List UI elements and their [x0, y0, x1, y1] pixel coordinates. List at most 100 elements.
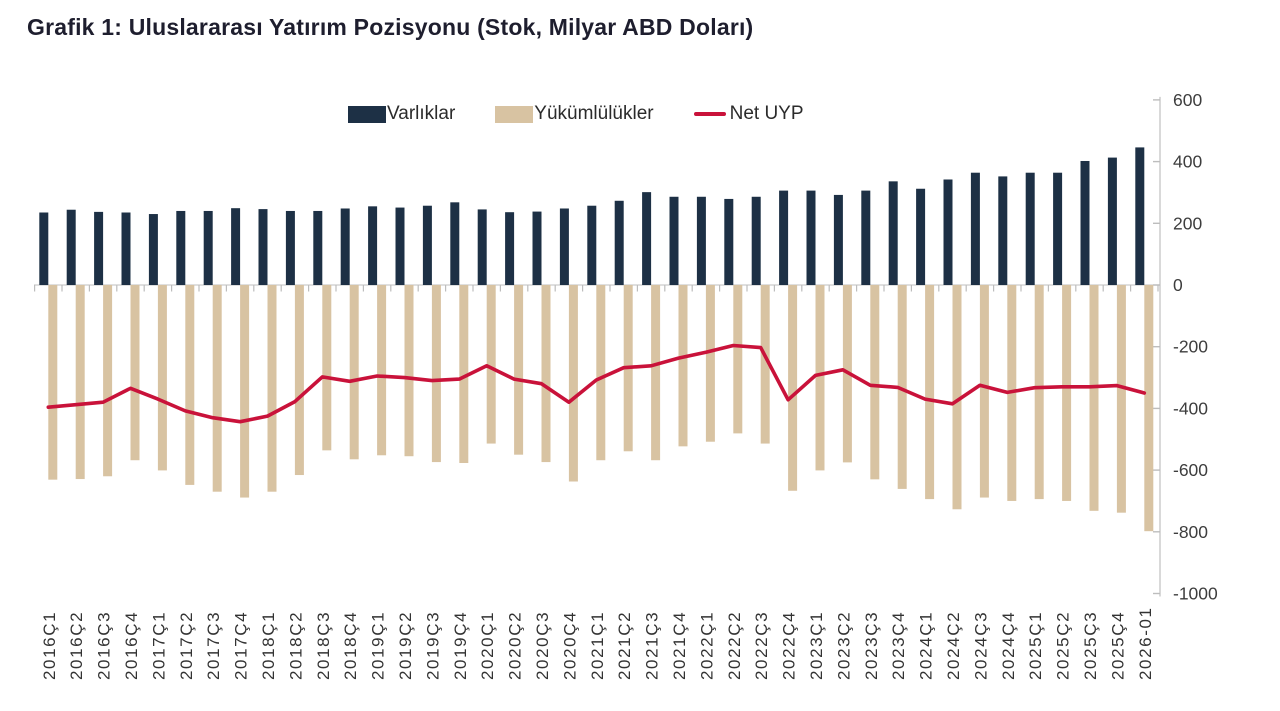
- asset-bar: [1025, 172, 1035, 285]
- liability-bar: [925, 285, 935, 500]
- asset-bar: [806, 190, 816, 285]
- asset-bar: [696, 196, 706, 285]
- x-axis-label: 2025Ç1: [1026, 611, 1045, 680]
- asset-bar: [66, 209, 76, 285]
- x-axis-label: 2017Ç1: [149, 611, 168, 680]
- liability-bar: [377, 285, 387, 456]
- x-axis-label: 2018Ç3: [314, 611, 333, 680]
- liability-bar: [75, 285, 85, 480]
- asset-bar: [559, 208, 569, 285]
- x-axis-label: 2023Ç1: [807, 611, 826, 680]
- liability-bar: [459, 285, 469, 464]
- x-axis-label: 2021Ç1: [588, 611, 607, 680]
- liability-bar: [760, 285, 770, 444]
- liability-bar: [1062, 285, 1072, 501]
- asset-bar: [148, 214, 158, 285]
- asset-bar: [779, 190, 789, 285]
- liability-bar: [870, 285, 880, 480]
- x-axis-label: 2023Ç4: [889, 611, 908, 680]
- asset-bar: [505, 212, 515, 285]
- x-axis-label: 2019Ç3: [423, 611, 442, 680]
- y-axis-label: 400: [1173, 152, 1202, 172]
- x-axis-label: 2017Ç2: [177, 611, 196, 680]
- x-axis-label: 2018Ç1: [259, 611, 278, 680]
- x-axis-label: 2022Ç3: [752, 611, 771, 680]
- x-axis-label: 2018Ç4: [341, 611, 360, 680]
- x-axis-label: 2023Ç2: [834, 611, 853, 680]
- liability-bar: [788, 285, 798, 491]
- x-axis-label: 2019Ç2: [396, 611, 415, 680]
- x-axis-label: 2025Ç4: [1108, 611, 1127, 680]
- liability-bar: [240, 285, 250, 498]
- x-axis-label: 2022Ç4: [780, 611, 799, 680]
- liability-bar: [294, 285, 304, 476]
- asset-bar: [39, 212, 49, 285]
- x-axis-label: 2018Ç2: [286, 611, 305, 680]
- x-axis-label: 2020Ç2: [506, 611, 525, 680]
- liability-bar: [1034, 285, 1044, 500]
- x-axis-label: 2022Ç2: [725, 611, 744, 680]
- liability-bar: [404, 285, 414, 457]
- x-axis-label: 2025Ç3: [1081, 611, 1100, 680]
- x-axis-label: 2024Ç4: [999, 611, 1018, 680]
- asset-bar: [450, 202, 460, 285]
- y-axis-label: 200: [1173, 213, 1202, 233]
- legend-item-liabilities: Yükümlülükler: [495, 103, 654, 125]
- y-axis-label: -600: [1173, 460, 1208, 480]
- asset-bar: [724, 198, 734, 285]
- x-axis-label: 2024Ç1: [917, 611, 936, 680]
- x-axis-label: 2016Ç3: [95, 611, 114, 680]
- liability-bar: [678, 285, 688, 447]
- net-uyp-line: [46, 343, 1147, 424]
- liability-bar: [979, 285, 989, 498]
- x-axis-label: 2020Ç3: [533, 611, 552, 680]
- x-axis-label: 2020Ç4: [560, 611, 579, 680]
- liabilities-swatch-icon: [495, 105, 534, 123]
- asset-bar: [587, 205, 597, 285]
- liability-bar: [103, 285, 113, 477]
- chart-title: Grafik 1: Uluslararası Yatırım Pozisyonu…: [27, 14, 754, 40]
- asset-bar: [751, 196, 761, 285]
- asset-bar: [176, 210, 186, 285]
- liability-bar: [1089, 285, 1099, 511]
- x-axis-label: 2019Ç4: [451, 611, 470, 680]
- y-axis-label: -1000: [1173, 584, 1218, 604]
- liability-bar: [157, 285, 167, 471]
- x-axis-label: 2023Ç3: [862, 611, 881, 680]
- legend-label-net-uyp: Net UYP: [729, 103, 804, 124]
- x-axis-label: 2022Ç1: [697, 611, 716, 680]
- y-axis-label: 0: [1173, 275, 1183, 295]
- x-axis-label: 2017Ç4: [232, 611, 251, 680]
- asset-bar: [94, 211, 104, 285]
- liability-bar: [514, 285, 524, 455]
- chart-legend: Varlıklar Yükümlülükler Net UYP: [348, 103, 804, 125]
- legend-label-assets: Varlıklar: [387, 103, 456, 124]
- liability-bar: [815, 285, 825, 471]
- asset-bar: [340, 208, 350, 285]
- liability-bar: [897, 285, 907, 489]
- liability-bar: [541, 285, 551, 463]
- asset-bar: [422, 205, 432, 285]
- liability-bar: [733, 285, 743, 434]
- net-uyp-line-icon: [693, 111, 726, 117]
- asset-bar: [833, 194, 843, 285]
- asset-bar: [1080, 160, 1090, 285]
- liability-bar: [486, 285, 496, 444]
- asset-bar: [669, 196, 679, 285]
- asset-bar: [943, 179, 953, 285]
- asset-bar: [395, 207, 405, 285]
- asset-bar: [1107, 157, 1117, 285]
- x-axis-label: 2024Ç2: [944, 611, 963, 680]
- asset-bar: [313, 210, 323, 285]
- liability-bar: [185, 285, 195, 485]
- asset-bar: [368, 206, 378, 285]
- x-axis-label: 2025Ç2: [1054, 611, 1073, 680]
- liability-bar: [568, 285, 578, 482]
- x-axis-label: 2024Ç3: [971, 611, 990, 680]
- asset-bar: [203, 210, 213, 285]
- asset-bar: [477, 209, 487, 285]
- y-axis-label: -200: [1173, 337, 1208, 357]
- liability-bar: [212, 285, 222, 492]
- x-axis-label: 2016Ç2: [67, 611, 86, 680]
